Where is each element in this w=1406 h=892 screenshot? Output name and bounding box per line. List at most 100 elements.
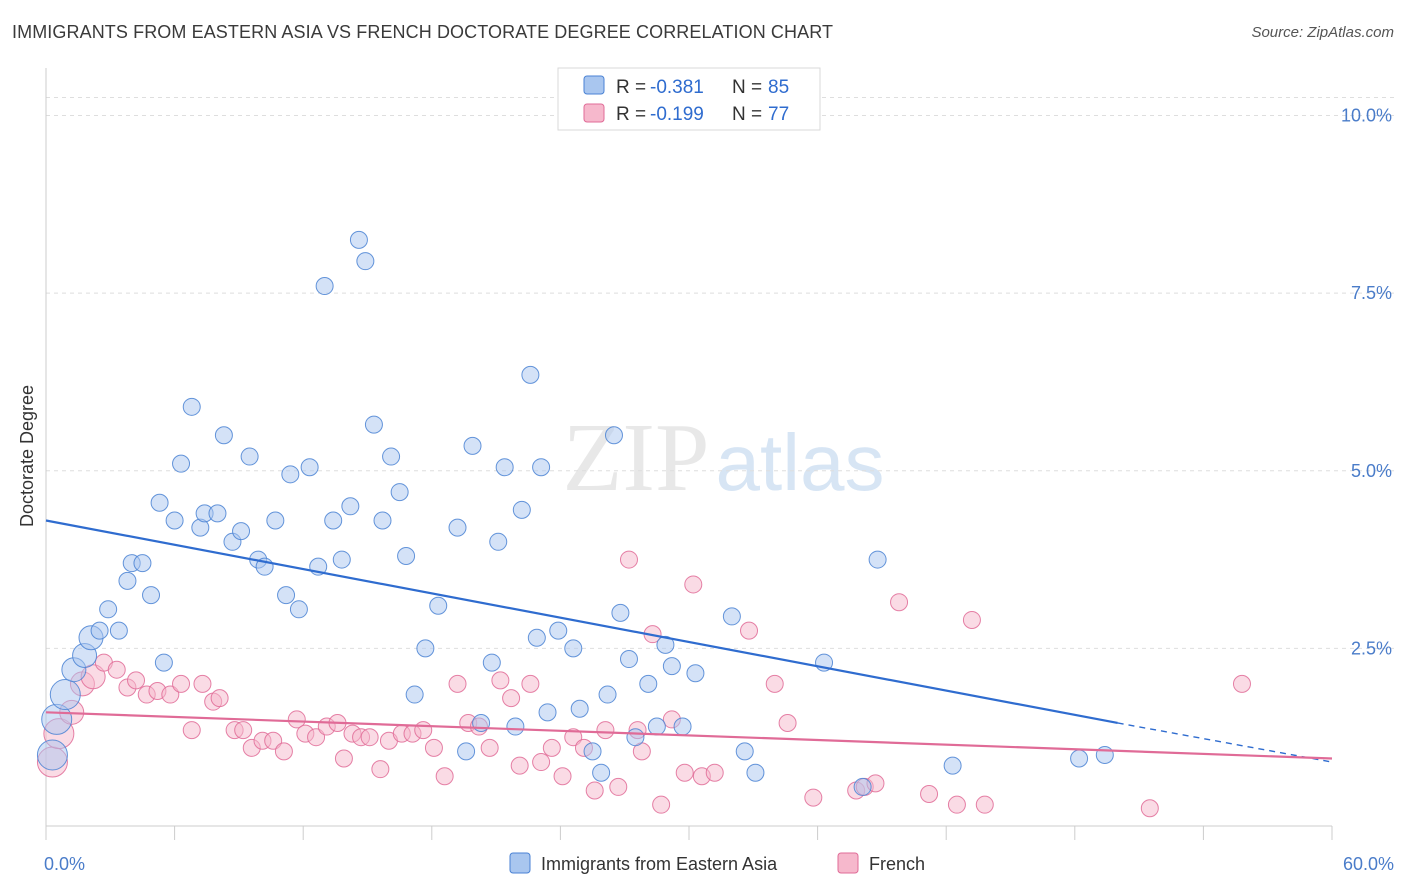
french-point-11 — [161, 685, 180, 704]
french-point-61 — [675, 763, 694, 782]
legend-r-value-1: -0.381 — [650, 77, 704, 98]
eastern-asia-point-38 — [356, 252, 375, 271]
x-tick-label-0: 0.0% — [44, 854, 85, 874]
french-point-13 — [182, 721, 201, 740]
y-tick-label-3: 10.0% — [1341, 106, 1392, 126]
trendline-french — [45, 711, 1333, 760]
eastern-asia-point-17 — [182, 397, 201, 416]
eastern-asia-point-11 — [133, 554, 152, 573]
eastern-asia-point-76 — [722, 607, 741, 626]
french-point-62 — [684, 575, 703, 594]
eastern-asia-point-40 — [373, 511, 392, 530]
eastern-asia-point-37 — [349, 230, 368, 249]
correlation-legend: R = -0.381 N = 85 R = -0.199 N = 77 — [557, 67, 821, 131]
eastern-asia-point-62 — [570, 699, 589, 718]
bottom-legend-label-french: French — [869, 854, 925, 874]
french-point-44 — [502, 689, 521, 708]
eastern-asia-point-49 — [463, 436, 482, 455]
bottom-legend-swatch-french — [837, 852, 859, 874]
legend-swatch-eastern-asia — [583, 75, 605, 95]
eastern-asia-point-66 — [598, 685, 617, 704]
eastern-asia-point-28 — [277, 586, 296, 605]
french-point-77 — [1140, 799, 1159, 818]
french-point-14 — [193, 674, 212, 693]
legend-r-label-2: R = — [616, 104, 646, 125]
french-point-74 — [947, 795, 966, 814]
eastern-asia-point-77 — [735, 742, 754, 761]
eastern-asia-point-82 — [943, 756, 962, 775]
y-axis-label: Doctorate Degree — [17, 385, 37, 527]
french-point-52 — [585, 781, 604, 800]
y-tick-label-1: 5.0% — [1351, 461, 1392, 481]
x-tick-label-1: 60.0% — [1343, 854, 1394, 874]
french-point-66 — [765, 674, 784, 693]
y-tick-label-0: 2.5% — [1351, 638, 1392, 658]
french-point-73 — [920, 785, 939, 804]
legend-r-label-1: R = — [616, 77, 646, 98]
bottom-legend-swatch-eastern-asia — [509, 852, 531, 874]
eastern-asia-points — [36, 230, 1114, 796]
eastern-asia-point-20 — [208, 504, 227, 523]
eastern-asia-point-16 — [172, 454, 191, 473]
eastern-asia-point-56 — [521, 365, 540, 384]
eastern-asia-point-46 — [429, 596, 448, 615]
eastern-asia-point-0 — [36, 739, 68, 771]
french-point-65 — [740, 621, 759, 640]
french-point-23 — [287, 710, 306, 729]
french-point-45 — [510, 756, 529, 775]
legend-n-label-2: N = — [732, 104, 762, 125]
eastern-asia-point-52 — [489, 532, 508, 551]
eastern-asia-point-29 — [281, 465, 300, 484]
eastern-asia-point-21 — [214, 426, 233, 445]
french-point-53 — [596, 721, 615, 740]
french-point-48 — [542, 738, 561, 757]
french-point-55 — [619, 550, 638, 569]
french-point-47 — [532, 753, 551, 772]
eastern-asia-point-6 — [90, 621, 109, 640]
french-point-42 — [480, 738, 499, 757]
french-point-22 — [274, 742, 293, 761]
eastern-asia-point-71 — [647, 717, 666, 736]
eastern-asia-point-7 — [99, 600, 118, 619]
eastern-asia-point-74 — [673, 717, 692, 736]
eastern-asia-point-57 — [527, 628, 546, 647]
french-point-28 — [334, 749, 353, 768]
chart-title: IMMIGRANTS FROM EASTERN ASIA VS FRENCH D… — [12, 22, 834, 42]
eastern-asia-point-15 — [165, 511, 184, 530]
eastern-asia-point-63 — [583, 742, 602, 761]
eastern-asia-point-43 — [397, 547, 416, 566]
eastern-asia-point-39 — [364, 415, 383, 434]
french-point-21 — [264, 731, 283, 750]
y-tick-label-2: 7.5% — [1351, 283, 1392, 303]
french-point-31 — [360, 728, 379, 747]
eastern-asia-point-73 — [662, 657, 681, 676]
watermark-atlas: atlas — [716, 418, 885, 507]
french-point-46 — [521, 674, 540, 693]
eastern-asia-point-9 — [118, 571, 137, 590]
french-point-54 — [609, 777, 628, 796]
grid-lines — [46, 97, 1395, 649]
eastern-asia-point-65 — [604, 426, 623, 445]
bottom-legend-label-eastern-asia: Immigrants from Eastern Asia — [541, 854, 778, 874]
trendline-eastern-asia-extension — [1117, 722, 1333, 763]
eastern-asia-point-2 — [49, 679, 81, 711]
legend-n-value-1: 85 — [768, 77, 789, 98]
eastern-asia-point-84 — [1095, 745, 1114, 764]
trendline-eastern-asia — [45, 519, 1118, 725]
eastern-asia-point-12 — [142, 586, 161, 605]
french-point-38 — [435, 767, 454, 786]
trend-lines — [45, 519, 1333, 763]
french-point-67 — [778, 713, 797, 732]
french-point-32 — [371, 760, 390, 779]
eastern-asia-point-55 — [512, 500, 531, 519]
eastern-asia-point-31 — [300, 458, 319, 477]
french-point-12 — [172, 674, 191, 693]
eastern-asia-point-36 — [341, 497, 360, 516]
eastern-asia-point-41 — [382, 447, 401, 466]
eastern-asia-point-13 — [150, 493, 169, 512]
eastern-asia-point-14 — [154, 653, 173, 672]
eastern-asia-point-42 — [390, 483, 409, 502]
french-points — [36, 550, 1251, 818]
french-point-8 — [127, 671, 146, 690]
source-credit: Source: ZipAtlas.com — [1251, 24, 1394, 41]
